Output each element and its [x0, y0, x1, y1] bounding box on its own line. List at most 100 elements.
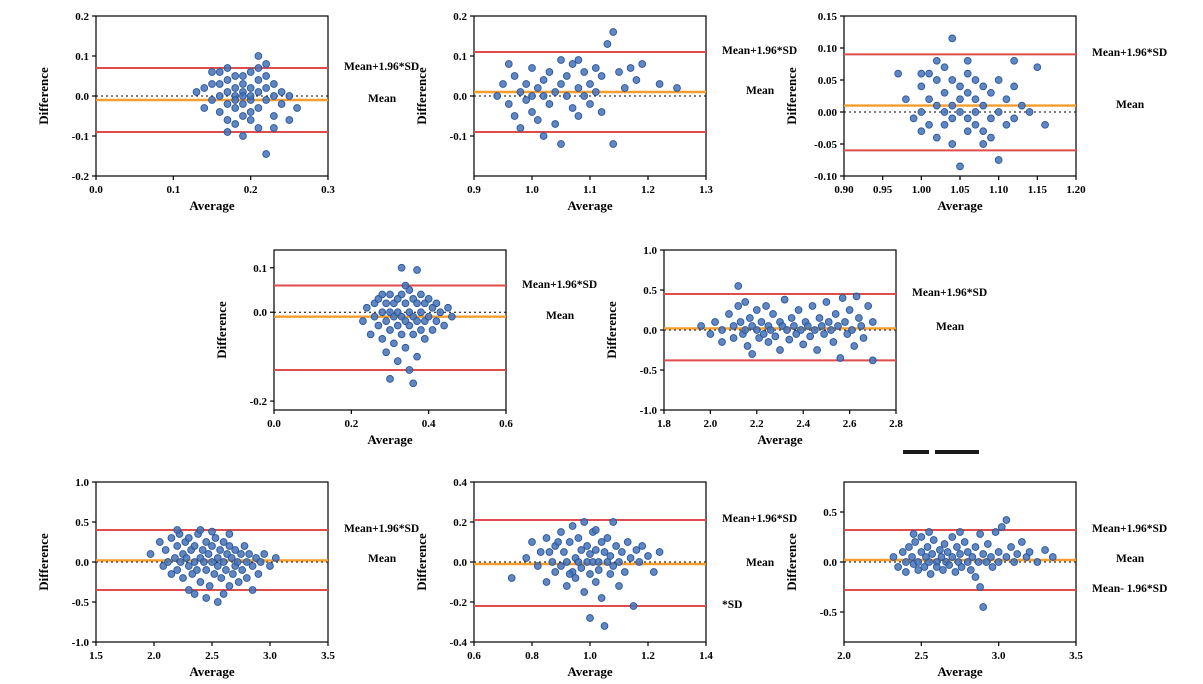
data-point: [533, 562, 542, 570]
data-point: [161, 546, 170, 554]
data-point: [848, 326, 856, 334]
data-point: [262, 60, 270, 68]
y-tick-label: -0.10: [814, 171, 837, 183]
data-point: [219, 538, 228, 546]
x-tick-label: 0.2: [344, 418, 358, 430]
y-tick-label: 0.5: [823, 507, 837, 519]
y-tick-label: 0.0: [823, 557, 837, 569]
data-point: [902, 568, 910, 576]
annotation-mean: Mean: [546, 309, 575, 322]
data-point: [736, 318, 745, 326]
data-point: [545, 68, 554, 76]
data-point: [190, 590, 199, 598]
line-annotations: Mean+1.96*SD Mean: [522, 240, 634, 455]
data-point: [246, 116, 255, 124]
bland-altman-plot-5: 1.8 2.0 2.2 2.4 2.6 2.8 -1.0 -0.5 0.0 0.5 1.0 Avera…: [600, 240, 1024, 455]
data-point: [655, 548, 664, 556]
data-point: [983, 540, 992, 548]
y-axis-title: Difference: [214, 301, 229, 359]
data-point: [1002, 516, 1011, 524]
data-point: [925, 528, 933, 536]
data-point: [164, 558, 172, 566]
y-tick-label: 0.2: [75, 11, 89, 23]
data-point: [917, 127, 926, 136]
x-tick-label: 3.5: [1069, 650, 1083, 662]
data-point: [254, 570, 263, 578]
x-tick-label: 0.1: [166, 184, 180, 196]
data-point: [401, 281, 410, 290]
data-point: [948, 34, 957, 43]
x-axis-title: Average: [937, 664, 982, 679]
x-tick-label: 2.8: [889, 418, 903, 430]
data-point: [780, 295, 789, 304]
data-point: [945, 561, 954, 569]
data-point: [382, 317, 390, 325]
data-point: [762, 302, 770, 310]
data-point: [894, 563, 902, 571]
data-point: [277, 88, 286, 96]
data-point: [378, 335, 387, 343]
data-point: [963, 127, 972, 136]
chart-canvas: 0.6 0.8 1.0 1.2 1.4 -0.4 -0.2 0.0 0.2 0.4 Average D…: [414, 477, 713, 679]
data-point: [794, 306, 803, 314]
data-point: [603, 40, 612, 48]
y-tick-label: 0.00: [818, 107, 838, 119]
data-point: [609, 562, 618, 570]
y-tick-label: 1.0: [75, 477, 89, 489]
data-point: [850, 342, 859, 350]
y-tick-label: 0.10: [818, 43, 838, 55]
data-point: [424, 312, 433, 321]
data-point: [239, 92, 247, 100]
data-point: [417, 290, 425, 299]
data-point: [405, 366, 414, 374]
data-point: [223, 116, 232, 124]
annotation-upper: Mean+1.96*SD: [912, 287, 988, 299]
bland-altman-plot-6: 1.5 2.0 2.5 3.0 3.5 -1.0 -0.5 0.0 0.5 1.0 Average D…: [32, 472, 456, 684]
data-point: [971, 76, 980, 84]
data-point: [583, 542, 591, 550]
scatter-points: [192, 52, 301, 158]
data-point: [790, 322, 798, 330]
data-point: [577, 546, 586, 554]
data-point: [917, 69, 926, 78]
data-point: [759, 330, 768, 338]
data-point: [787, 314, 796, 322]
data-point: [208, 68, 216, 76]
data-point: [994, 156, 1003, 164]
data-point: [254, 64, 263, 72]
data-point: [1002, 553, 1011, 561]
data-point: [597, 594, 606, 602]
data-point: [580, 68, 589, 76]
data-point: [557, 528, 565, 536]
data-point: [227, 554, 236, 562]
data-point: [242, 558, 251, 566]
data-point: [240, 542, 249, 550]
y-tick-label: 0.5: [643, 285, 657, 297]
data-point: [951, 568, 960, 576]
x-tick-label: 2.0: [147, 650, 161, 662]
data-point: [409, 330, 418, 339]
y-tick-label: -0.5: [820, 607, 838, 619]
x-tick-label: 3.5: [321, 650, 335, 662]
bland-altman-plot-7: 0.6 0.8 1.0 1.2 1.4 -0.4 -0.2 0.0 0.2 0.4 Average D…: [410, 472, 834, 684]
data-point: [210, 570, 219, 578]
x-axis-title: Average: [757, 432, 802, 447]
data-point: [852, 292, 861, 301]
data-point: [198, 546, 207, 554]
data-point: [202, 594, 211, 602]
data-point: [940, 88, 949, 97]
data-point: [270, 112, 278, 120]
y-axis-title: Difference: [604, 301, 619, 359]
data-point: [769, 310, 777, 318]
scatter-points: [697, 282, 877, 365]
data-point: [785, 335, 794, 344]
data-point: [568, 104, 577, 112]
data-point: [277, 100, 286, 108]
data-point: [971, 108, 980, 116]
data-point: [956, 108, 964, 116]
data-point: [382, 299, 390, 308]
data-point: [542, 578, 551, 586]
data-point: [539, 92, 548, 100]
data-point: [603, 534, 612, 542]
data-point: [208, 542, 216, 550]
